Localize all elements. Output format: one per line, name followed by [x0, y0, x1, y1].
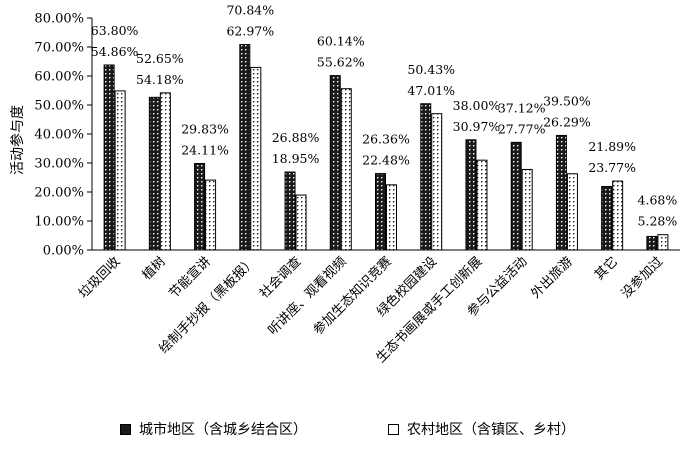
- data-label-rural: 30.97%: [453, 119, 501, 134]
- y-tick-label: 20.00%: [34, 186, 84, 201]
- category-label: 没参加过: [618, 254, 666, 302]
- bar-city: [103, 64, 115, 251]
- legend: 城市地区（含城乡结合区） 农村地区（含镇区、乡村）: [120, 419, 680, 441]
- data-label-rural: 27.77%: [498, 121, 546, 136]
- data-label-rural: 23.77%: [588, 160, 636, 175]
- bar-city: [601, 186, 613, 251]
- data-label-city: 63.80%: [91, 23, 139, 38]
- data-label-city: 60.14%: [317, 34, 365, 49]
- bar-city: [148, 96, 160, 251]
- bar-city: [375, 173, 386, 251]
- bar-rural: [114, 90, 126, 251]
- data-label-city: 4.68%: [638, 193, 678, 208]
- data-label-rural: 47.01%: [407, 83, 455, 98]
- bar-city: [284, 171, 296, 251]
- bar-city: [194, 162, 206, 251]
- bar-rural: [521, 168, 533, 251]
- y-axis-label: 活动参与度: [9, 105, 26, 175]
- category-label: 参加生态知识竞赛: [310, 254, 395, 339]
- category-label: 听讲座、观看视频: [265, 254, 350, 339]
- category-label: 其它: [591, 254, 621, 284]
- data-label-city: 50.43%: [407, 62, 455, 77]
- y-tick-label: 50.00%: [34, 99, 84, 114]
- bar-rural: [295, 194, 307, 251]
- category-label: 社会调查: [256, 254, 304, 302]
- data-label-rural: 54.18%: [136, 72, 184, 87]
- bar-rural: [431, 113, 443, 251]
- legend-label-city: 城市地区（含城乡结合区）: [139, 422, 307, 438]
- legend-swatch-rural: [388, 423, 399, 435]
- data-label-rural: 62.97%: [226, 24, 274, 39]
- category-label: 外出旅游: [528, 254, 575, 301]
- y-tick-label: 0.00%: [43, 244, 84, 259]
- data-label-city: 29.83%: [181, 121, 229, 136]
- bar-rural: [159, 92, 171, 251]
- legend-swatch-city: [120, 423, 131, 435]
- data-label-city: 38.00%: [453, 98, 501, 113]
- bar-city: [465, 139, 477, 251]
- bar-rural: [340, 88, 352, 251]
- y-tick-label: 40.00%: [34, 128, 84, 143]
- legend-item-rural: 农村地区（含镇区、乡村）: [388, 419, 575, 439]
- bar-rural: [386, 184, 397, 251]
- y-tick-label: 10.00%: [34, 215, 84, 230]
- bar-rural: [612, 180, 624, 251]
- category-label: 节能宣讲: [166, 254, 214, 302]
- data-label-city: 70.84%: [226, 3, 274, 18]
- bar-city: [555, 134, 567, 251]
- data-label-rural: 5.28%: [638, 214, 678, 229]
- bar-rural: [250, 66, 262, 251]
- data-label-rural: 18.95%: [272, 151, 320, 166]
- data-label-rural: 24.11%: [181, 142, 229, 157]
- data-label-city: 52.65%: [136, 51, 184, 66]
- y-tick-label: 80.00%: [34, 12, 84, 27]
- legend-item-city: 城市地区（含城乡结合区）: [120, 419, 307, 439]
- bar-rural: [476, 159, 488, 251]
- data-label-city: 39.50%: [543, 93, 591, 108]
- bar-city: [420, 103, 432, 251]
- data-label-rural: 55.62%: [317, 55, 365, 70]
- data-label-city: 21.89%: [588, 139, 636, 154]
- bar-rural: [657, 234, 669, 251]
- bar-city: [646, 235, 658, 251]
- y-tick-label: 70.00%: [34, 41, 84, 56]
- bar-city: [329, 75, 341, 251]
- category-label: 垃圾回收: [76, 254, 123, 301]
- bar-city: [510, 141, 522, 251]
- y-tick-label: 30.00%: [34, 157, 84, 172]
- bar-rural: [566, 173, 578, 251]
- data-label-rural: 54.86%: [91, 44, 139, 59]
- data-label-city: 26.88%: [272, 130, 320, 145]
- legend-label-rural: 农村地区（含镇区、乡村）: [407, 422, 575, 438]
- y-tick-label: 60.00%: [34, 70, 84, 85]
- data-label-rural: 22.48%: [362, 153, 410, 168]
- data-label-city: 26.36%: [362, 132, 410, 147]
- data-label-rural: 26.29%: [543, 114, 591, 129]
- data-label-city: 37.12%: [498, 100, 546, 115]
- bar-city: [239, 44, 251, 251]
- category-label: 植树: [140, 254, 169, 283]
- bar-rural: [205, 179, 217, 251]
